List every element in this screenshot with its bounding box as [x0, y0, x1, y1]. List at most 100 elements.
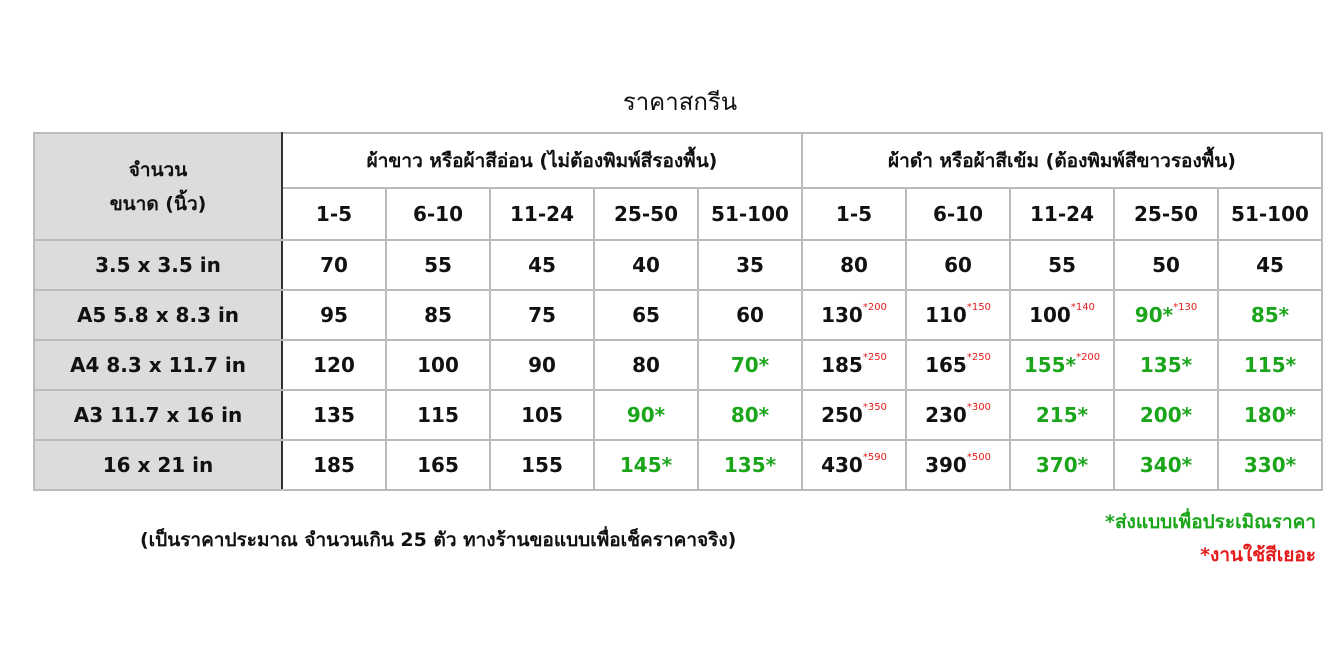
- quantity-range-header: 6-10: [905, 187, 1011, 241]
- price-value: 55: [1048, 253, 1076, 277]
- price-cell: 65: [593, 289, 699, 341]
- price-value: 340*: [1139, 453, 1193, 477]
- price-cell: 55: [385, 239, 491, 291]
- page-title: ราคาสกรีน: [622, 88, 738, 116]
- size-cell: A3 11.7 x 16 in: [33, 389, 283, 441]
- price-value: 35: [736, 253, 764, 277]
- price-cell: 185: [281, 439, 387, 491]
- price-cell: 70: [281, 239, 387, 291]
- heavy-color-price: *150: [966, 302, 991, 314]
- price-cell: 90*: [593, 389, 699, 441]
- price-cell: 85*: [1217, 289, 1323, 341]
- price-cell: 230*300: [905, 389, 1011, 441]
- price-value: 95: [320, 303, 348, 327]
- table-row: A5 5.8 x 8.3 in 95 85 75 65 60 130*200 110*150 1…: [33, 289, 1323, 341]
- price-cell: 75: [489, 289, 595, 341]
- table-row: A4 8.3 x 11.7 in 120 100 90 80 70* 185*250 165*…: [33, 339, 1323, 391]
- price-cell: 40: [593, 239, 699, 291]
- size-cell: 3.5 x 3.5 in: [33, 239, 283, 291]
- heavy-color-price: *500: [966, 452, 991, 464]
- price-cell: 135*: [697, 439, 803, 491]
- price-cell: 110*150: [905, 289, 1011, 341]
- quantity-range-header: 11-24: [1009, 187, 1115, 241]
- price-value: 390: [925, 453, 967, 477]
- price-value: 185: [821, 353, 863, 377]
- size-cell: 16 x 21 in: [33, 439, 283, 491]
- price-value: 430: [821, 453, 863, 477]
- price-cell: 135: [281, 389, 387, 441]
- quantity-range-header: 51-100: [697, 187, 803, 241]
- quantity-label: จำนวน: [128, 158, 188, 181]
- price-value: 120: [313, 353, 355, 377]
- price-value: 115: [417, 403, 459, 427]
- price-cell: 105: [489, 389, 595, 441]
- price-value: 180*: [1243, 403, 1297, 427]
- price-cell: 120: [281, 339, 387, 391]
- quantity-range-header: 6-10: [385, 187, 491, 241]
- price-value: 215*: [1035, 403, 1089, 427]
- price-cell: 100: [385, 339, 491, 391]
- quantity-range-header: 25-50: [593, 187, 699, 241]
- price-value: 100: [417, 353, 459, 377]
- table-row: 3.5 x 3.5 in 70 55 45 40 35 80 60 55 50 45: [33, 239, 1323, 291]
- price-cell: 115*: [1217, 339, 1323, 391]
- price-value: 165: [925, 353, 967, 377]
- price-value: 85*: [1250, 303, 1290, 327]
- heavy-color-price: *590: [862, 452, 887, 464]
- heavy-color-price: *350: [862, 402, 887, 414]
- price-value: 65: [632, 303, 660, 327]
- price-cell: 90: [489, 339, 595, 391]
- heavy-color-price: *140: [1070, 302, 1095, 314]
- price-value: 40: [632, 253, 660, 277]
- price-cell: 45: [1217, 239, 1323, 291]
- price-value: 370*: [1035, 453, 1089, 477]
- price-cell: 115: [385, 389, 491, 441]
- price-cell: 70*: [697, 339, 803, 391]
- price-value: 100: [1029, 303, 1071, 327]
- price-value: 45: [1256, 253, 1284, 277]
- size-label: ขนาด (นิ้ว): [109, 192, 207, 215]
- corner-header: จำนวน ขนาด (นิ้ว): [33, 132, 283, 241]
- price-cell: 185*250: [801, 339, 907, 391]
- price-value: 115*: [1243, 353, 1297, 377]
- light-fabric-header: ผ้าขาว หรือผ้าสีอ่อน (ไม่ต้องพิมพ์สีรองพ…: [281, 132, 803, 189]
- price-value: 200*: [1139, 403, 1193, 427]
- price-cell: 45: [489, 239, 595, 291]
- price-value: 60: [944, 253, 972, 277]
- price-value: 135*: [1139, 353, 1193, 377]
- price-cell: 340*: [1113, 439, 1219, 491]
- legend-red: *งานใช้สีเยอะ: [1200, 544, 1316, 566]
- price-value: 60: [736, 303, 764, 327]
- quantity-range-header: 11-24: [489, 187, 595, 241]
- price-cell: 35: [697, 239, 803, 291]
- dark-fabric-header: ผ้าดำ หรือผ้าสีเข้ม (ต้องพิมพ์สีขาวรองพื…: [801, 132, 1323, 189]
- price-cell: 430*590: [801, 439, 907, 491]
- price-cell: 155**200: [1009, 339, 1115, 391]
- price-value: 135*: [723, 453, 777, 477]
- price-cell: 200*: [1113, 389, 1219, 441]
- price-cell: 135*: [1113, 339, 1219, 391]
- price-value: 70*: [730, 353, 770, 377]
- table-row: A3 11.7 x 16 in 135 115 105 90* 80* 250*350 230…: [33, 389, 1323, 441]
- price-value: 330*: [1243, 453, 1297, 477]
- price-value: 55: [424, 253, 452, 277]
- price-cell: 85: [385, 289, 491, 341]
- price-cell: 80: [593, 339, 699, 391]
- price-cell: 130*200: [801, 289, 907, 341]
- price-cell: 60: [905, 239, 1011, 291]
- price-value: 185: [313, 453, 355, 477]
- price-cell: 80: [801, 239, 907, 291]
- price-value: 130: [821, 303, 863, 327]
- price-value: 155*: [1023, 353, 1077, 377]
- size-cell: A5 5.8 x 8.3 in: [33, 289, 283, 341]
- price-table: จำนวน ขนาด (นิ้ว) ผ้าขาว หรือผ้าสีอ่อน (…: [33, 132, 1323, 491]
- price-cell: 80*: [697, 389, 803, 441]
- price-value: 85: [424, 303, 452, 327]
- price-value: 105: [521, 403, 563, 427]
- heavy-color-price: *200: [862, 302, 887, 314]
- price-value: 110: [925, 303, 967, 327]
- price-cell: 250*350: [801, 389, 907, 441]
- heavy-color-price: *130: [1173, 302, 1198, 314]
- price-cell: 95: [281, 289, 387, 341]
- price-cell: 145*: [593, 439, 699, 491]
